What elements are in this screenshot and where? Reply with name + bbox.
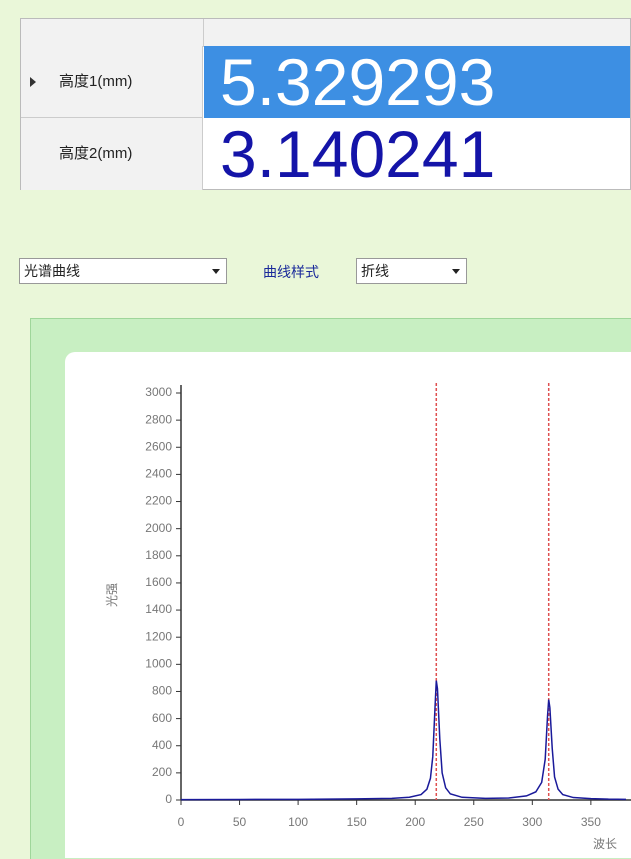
y-axis-label: 光强 xyxy=(105,583,119,607)
chart: 波长 光强 0200400600800100012001400160018002… xyxy=(0,0,631,858)
x-tick-label: 100 xyxy=(288,815,308,829)
y-tick-label: 1000 xyxy=(145,657,172,671)
y-tick-label: 200 xyxy=(152,765,172,779)
x-tick-label: 300 xyxy=(522,815,542,829)
x-tick-label: 50 xyxy=(233,815,247,829)
x-tick-label: 200 xyxy=(405,815,425,829)
y-tick-label: 1800 xyxy=(145,548,172,562)
y-tick-label: 2400 xyxy=(145,467,172,481)
y-tick-label: 2800 xyxy=(145,412,172,426)
x-tick-label: 0 xyxy=(178,815,185,829)
y-tick-label: 2000 xyxy=(145,521,172,535)
y-tick-label: 2200 xyxy=(145,494,172,508)
y-tick-label: 0 xyxy=(165,792,172,806)
x-axis-label: 波长 xyxy=(593,837,617,851)
y-tick-label: 600 xyxy=(152,711,172,725)
y-tick-label: 400 xyxy=(152,738,172,752)
x-tick-label: 250 xyxy=(464,815,484,829)
y-tick-label: 800 xyxy=(152,684,172,698)
y-tick-label: 1400 xyxy=(145,602,172,616)
y-tick-label: 2600 xyxy=(145,439,172,453)
y-tick-label: 1600 xyxy=(145,575,172,589)
y-tick-label: 3000 xyxy=(145,385,172,399)
x-tick-label: 150 xyxy=(347,815,367,829)
app: 高度1(mm) 5.329293 高度2(mm) 3.140241 光谱曲线 曲… xyxy=(0,0,631,858)
x-tick-label: 350 xyxy=(581,815,601,829)
y-tick-label: 1200 xyxy=(145,629,172,643)
